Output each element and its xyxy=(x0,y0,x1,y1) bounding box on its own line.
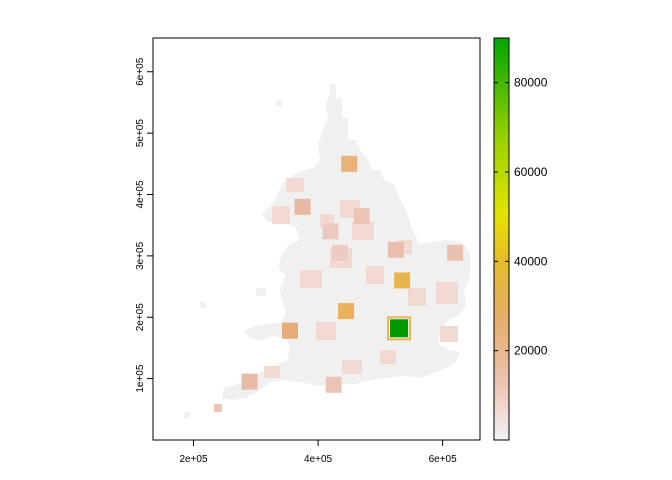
map-cell-6 xyxy=(338,303,355,320)
legend-tick-label: 80000 xyxy=(514,76,548,90)
map-cell-1 xyxy=(294,198,311,215)
map-cell-border xyxy=(387,316,412,341)
island xyxy=(200,302,206,308)
legend-colorbar xyxy=(493,37,510,441)
island xyxy=(256,288,266,296)
map-cell-4 xyxy=(331,244,348,261)
island xyxy=(184,412,190,418)
island xyxy=(214,404,222,412)
x-tick-label: 4e+05 xyxy=(304,454,333,465)
map-cell-11 xyxy=(241,373,258,390)
map-cell-5 xyxy=(394,272,411,289)
legend-tick-label: 40000 xyxy=(514,254,548,268)
color-legend: 20000 40000 60000 80000 xyxy=(493,37,548,441)
highlight-cells xyxy=(241,155,464,393)
y-tick-label: 4e+05 xyxy=(135,180,146,209)
map-cell-9 xyxy=(447,244,464,261)
legend-tick-label: 60000 xyxy=(514,165,548,179)
map-cell-10 xyxy=(387,241,404,258)
map-cell-7 xyxy=(390,319,409,338)
map-cell-3 xyxy=(353,207,370,224)
map-cell-12 xyxy=(325,376,342,393)
x-tick-label: 6e+05 xyxy=(429,454,458,465)
legend-ticks: 20000 40000 60000 80000 xyxy=(494,76,548,358)
y-tick-label: 5e+05 xyxy=(135,119,146,148)
y-tick-label: 3e+05 xyxy=(135,241,146,270)
island xyxy=(276,100,282,106)
x-axis: 2e+05 4e+05 6e+05 xyxy=(179,440,457,465)
y-tick-label: 2e+05 xyxy=(135,303,146,332)
legend-tick-label: 20000 xyxy=(514,344,548,358)
y-tick-label: 1e+05 xyxy=(135,364,146,393)
map-cell-0 xyxy=(341,155,358,172)
y-axis: 1e+05 2e+05 3e+05 4e+05 5e+05 6e+05 xyxy=(135,57,153,393)
map-cell-2 xyxy=(322,223,339,240)
y-tick-label: 6e+05 xyxy=(135,57,146,86)
x-tick-label: 2e+05 xyxy=(179,454,208,465)
map-cell-8 xyxy=(282,322,299,339)
